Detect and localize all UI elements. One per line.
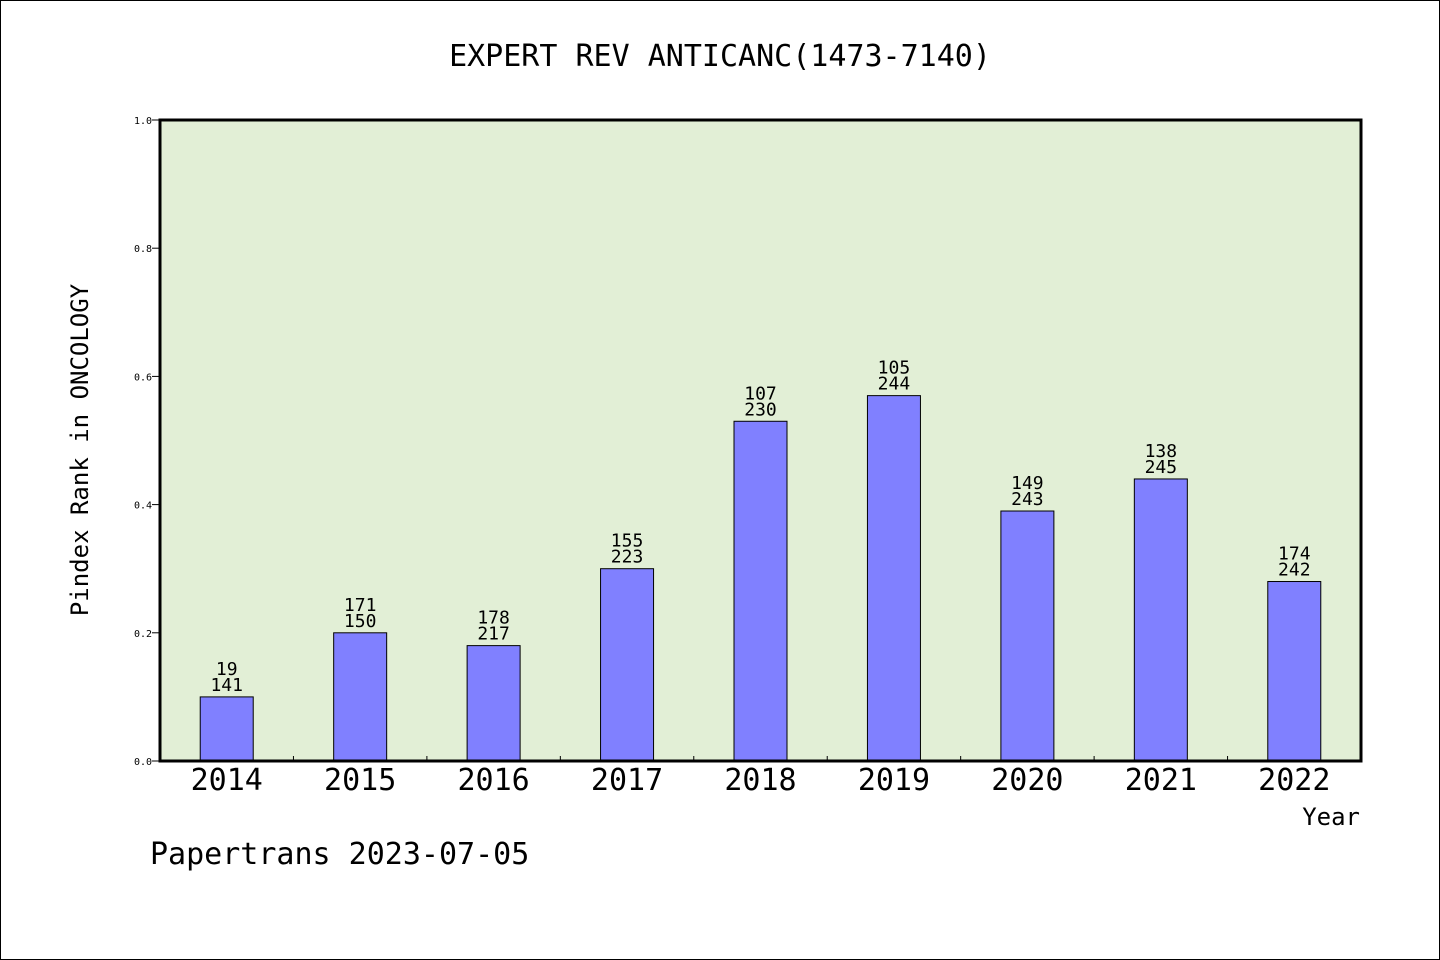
bar-label-top-2020: 149 bbox=[1011, 473, 1044, 494]
x-tick-label-2016: 2016 bbox=[457, 763, 529, 798]
bar-label-top-2016: 178 bbox=[477, 608, 510, 629]
bar-label-top-2022: 174 bbox=[1278, 544, 1311, 565]
x-tick-label-2018: 2018 bbox=[724, 763, 796, 798]
y-tick-label-0.0: 0.0 bbox=[134, 757, 152, 768]
y-axis: 0.0 0.2 0.4 0.6 0.8 1.0 bbox=[134, 116, 160, 768]
bar-label-bottom-2017: 223 bbox=[611, 547, 644, 568]
y-tick-label-0.4: 0.4 bbox=[134, 501, 152, 512]
bars-group bbox=[199, 395, 1322, 762]
bar-2019 bbox=[866, 395, 921, 762]
bar-label-bottom-2018: 230 bbox=[744, 399, 777, 420]
bar-label-bottom-2015: 150 bbox=[344, 611, 377, 632]
footer-credit: Papertrans 2023-07-05 bbox=[150, 837, 529, 872]
bar-label-top-2014: 19 bbox=[216, 659, 238, 680]
y-tick-label-0.6: 0.6 bbox=[134, 372, 152, 383]
x-tick-label-2022: 2022 bbox=[1258, 763, 1330, 798]
plot-border bbox=[158, 118, 1363, 763]
y-tick-label-1.0: 1.0 bbox=[134, 116, 152, 127]
y-tick-label-0.8: 0.8 bbox=[134, 244, 152, 255]
x-tick-label-2019: 2019 bbox=[858, 763, 930, 798]
bar-label-bottom-2019: 244 bbox=[878, 374, 911, 395]
bar-label-top-2015: 171 bbox=[344, 595, 377, 616]
x-tick-label-2015: 2015 bbox=[324, 763, 396, 798]
x-tick-label-2021: 2021 bbox=[1125, 763, 1197, 798]
bar-2014 bbox=[199, 696, 254, 762]
bar-2022 bbox=[1267, 581, 1322, 762]
bar-2018 bbox=[733, 420, 788, 762]
bar-label-top-2021: 138 bbox=[1145, 441, 1178, 462]
x-axis-label: Year bbox=[1302, 803, 1360, 831]
chart-title: EXPERT REV ANTICANC(1473-7140) bbox=[449, 39, 991, 74]
y-tick-label-0.2: 0.2 bbox=[134, 629, 152, 640]
bar-2020 bbox=[1000, 510, 1055, 762]
bar-label-bottom-2022: 242 bbox=[1278, 560, 1311, 581]
x-tick-label-2017: 2017 bbox=[591, 763, 663, 798]
bar-2021 bbox=[1133, 478, 1188, 762]
bar-2015 bbox=[333, 632, 388, 762]
bar-label-bottom-2016: 217 bbox=[477, 624, 510, 645]
x-tick-label-2014: 2014 bbox=[191, 763, 263, 798]
y-axis-label: Pindex Rank in ONCOLOGY bbox=[66, 283, 94, 616]
bar-label-bottom-2020: 243 bbox=[1011, 489, 1044, 510]
bar-label-bottom-2014: 141 bbox=[210, 675, 243, 696]
bar-label-bottom-2021: 245 bbox=[1145, 457, 1178, 478]
bar-label-top-2017: 155 bbox=[611, 531, 644, 552]
x-tick-label-2020: 2020 bbox=[991, 763, 1063, 798]
bar-label-top-2019: 105 bbox=[878, 358, 911, 379]
bar-2017 bbox=[600, 568, 655, 762]
x-axis: 2014 2015 2016 2017 2018 2019 2020 2021 2022 bbox=[191, 756, 1330, 798]
bar-2016 bbox=[466, 645, 521, 762]
bar-label-top-2018: 107 bbox=[744, 383, 777, 404]
